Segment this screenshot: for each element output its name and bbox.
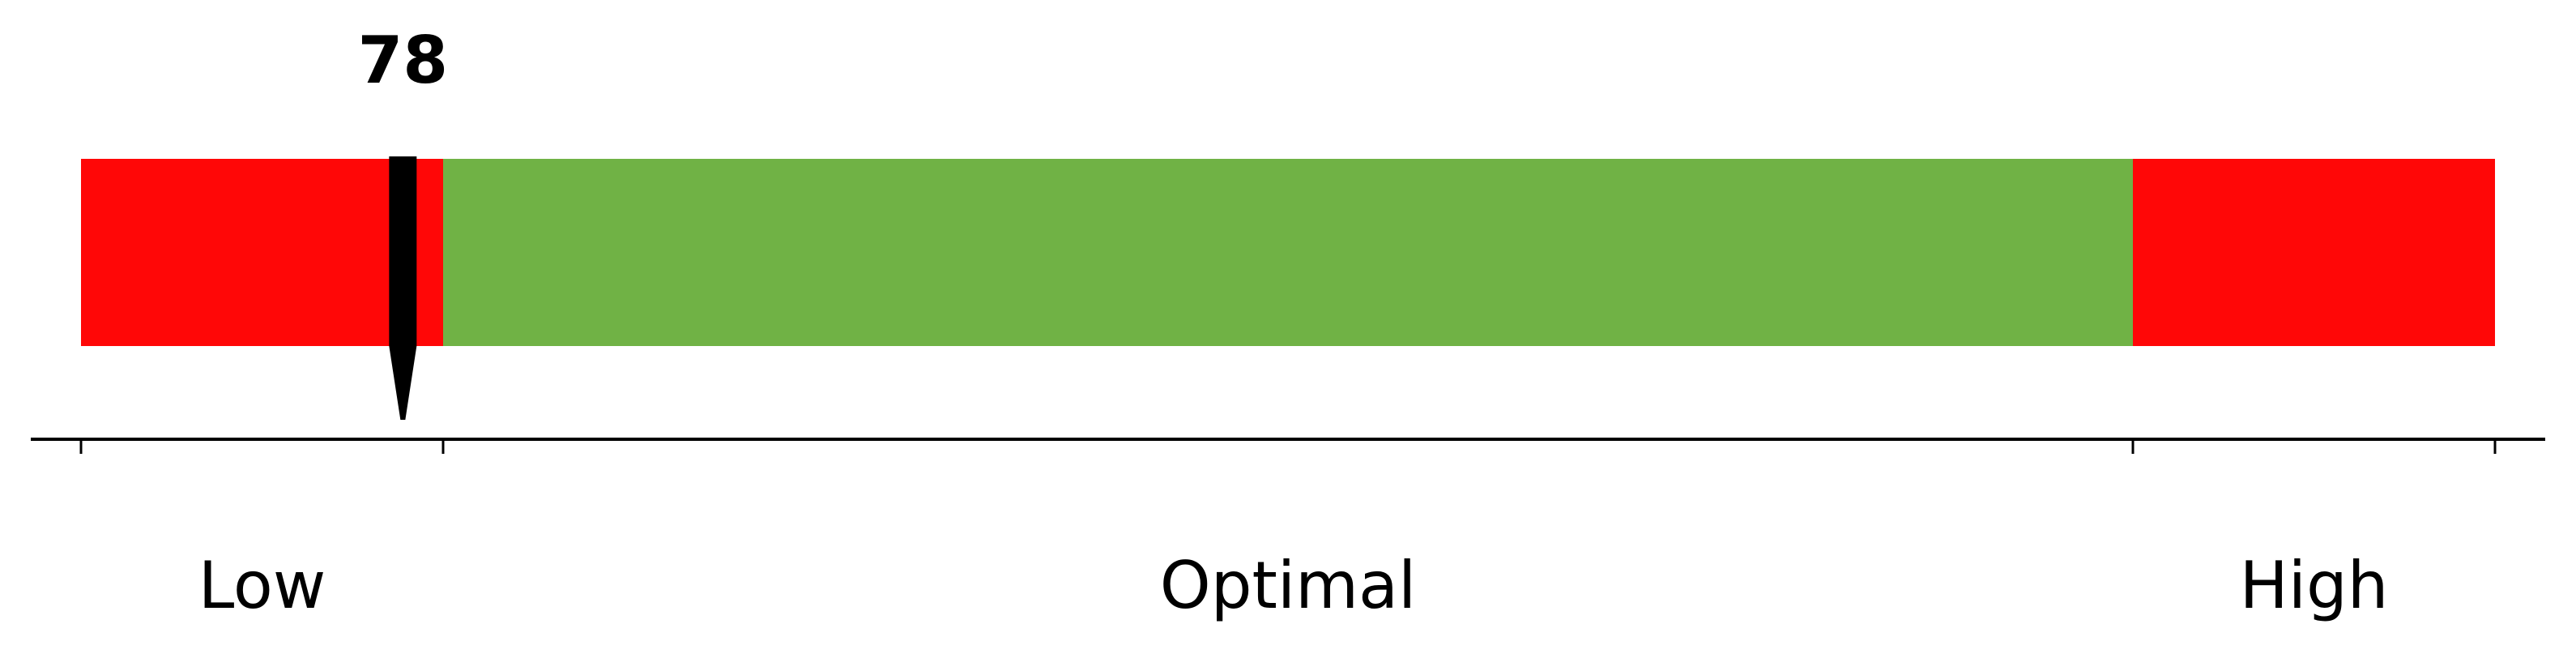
zone-labels: Low Optimal High [198,548,2389,623]
zone-label-high: High [2240,548,2389,623]
value-marker [389,156,417,420]
zone-bars [81,159,2495,346]
axis-ticks [79,439,2497,454]
zone-label-optimal: Optimal [1160,548,1417,623]
zone-bar-high [2133,159,2495,346]
zone-label-low: Low [198,548,326,623]
zone-bar-optimal [443,159,2133,346]
value-label: 78 [358,23,448,98]
zone-bar-low [81,159,443,346]
